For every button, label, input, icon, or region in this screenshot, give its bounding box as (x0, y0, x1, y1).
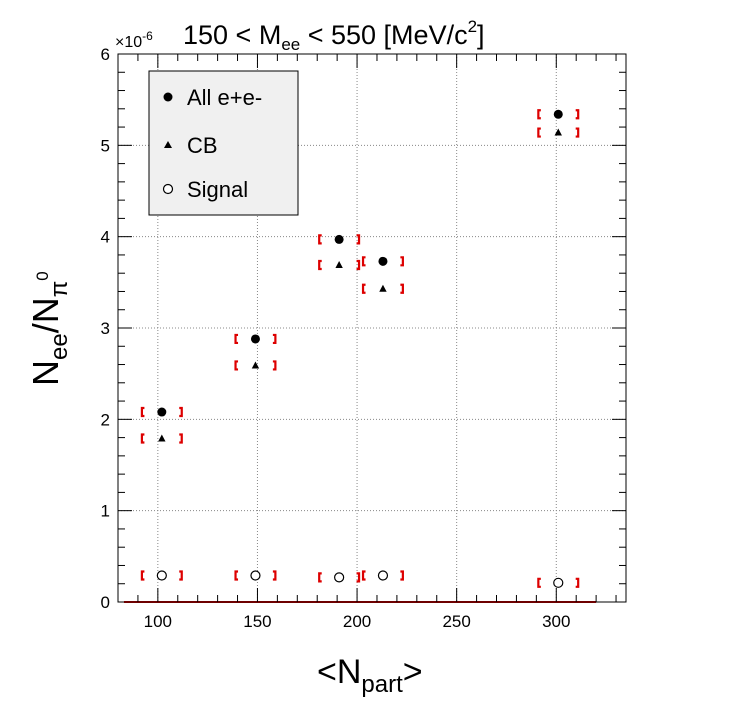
marker-cb (554, 128, 562, 136)
x-tick-label: 250 (442, 612, 470, 631)
sys-bracket-right (272, 570, 277, 581)
marker-signal (156, 570, 167, 581)
x-tick-label: 150 (243, 612, 271, 631)
legend-label-cb: CB (187, 133, 218, 158)
y-axis-title: Nee/Nπ0 (25, 271, 73, 386)
sys-bracket-left (537, 109, 541, 120)
marker-signal (377, 570, 389, 581)
y-tick-label: 4 (101, 228, 110, 247)
chart-title: 150 < Mee < 550 [MeV/c2] (183, 17, 485, 54)
sys-bracket-left (318, 572, 322, 583)
marker-cb (335, 260, 343, 268)
sys-bracket-right (179, 406, 183, 418)
sys-bracket-right (356, 259, 361, 271)
marker-signal (334, 572, 345, 583)
legend-marker-signal (162, 183, 174, 195)
legend-label-signal: Signal (187, 177, 248, 202)
sys-bracket-right (400, 570, 404, 581)
y-tick-label: 5 (101, 136, 110, 155)
marker-cb (251, 361, 260, 369)
sys-bracket-left (234, 570, 239, 581)
systematic-brackets (140, 109, 580, 588)
sys-bracket-left (140, 406, 145, 418)
sys-bracket-right (400, 256, 404, 267)
y-tick-label: 6 (101, 45, 110, 64)
legend-box (148, 70, 299, 216)
y-tick-label: 1 (101, 502, 110, 521)
legend-marker-cb (164, 141, 172, 148)
y-tick-label: 2 (101, 410, 110, 429)
axis-ticks: 100 150 200 250 300 0 1 2 3 4 5 6 (101, 45, 626, 631)
sys-bracket-left (361, 283, 366, 294)
marker-all-ee (334, 234, 344, 244)
marker-all-ee (553, 109, 563, 119)
sys-bracket-left (140, 570, 145, 581)
sys-bracket-left (234, 360, 239, 371)
x-tick-label: 200 (343, 612, 371, 631)
marker-cb (158, 434, 166, 442)
sys-bracket-right (356, 234, 361, 245)
marker-signal (553, 577, 564, 588)
sys-bracket-right (356, 572, 361, 583)
x-tick-label: 300 (542, 612, 570, 631)
sys-bracket-right (575, 109, 580, 120)
legend: All e+e- CB Signal (148, 70, 299, 216)
sys-bracket-right (575, 127, 580, 138)
sys-bracket-right (400, 283, 404, 294)
x-tick-label: 100 (144, 612, 172, 631)
sys-bracket-right (575, 577, 580, 588)
y-tick-label: 0 (101, 593, 110, 612)
sys-bracket-right (179, 570, 183, 581)
data-markers (156, 109, 564, 588)
sys-bracket-right (179, 433, 183, 444)
sys-bracket-left (318, 234, 322, 245)
sys-bracket-left (234, 333, 239, 345)
x-axis-title: <Npart> (317, 653, 423, 698)
sys-bracket-left (361, 570, 366, 581)
sys-bracket-right (272, 360, 277, 371)
legend-marker-all (163, 92, 173, 102)
sys-bracket-right (272, 333, 277, 345)
sys-bracket-left (140, 433, 145, 444)
marker-all-ee (378, 256, 388, 266)
y-tick-label: 3 (101, 319, 110, 338)
marker-signal (250, 570, 261, 581)
marker-all-ee (157, 407, 167, 417)
sys-bracket-left (318, 259, 322, 271)
sys-bracket-left (361, 256, 366, 267)
y-axis-multiplier: ×10-6 (115, 29, 153, 51)
sys-bracket-left (537, 127, 541, 138)
marker-all-ee (250, 334, 260, 344)
legend-label-all: All e+e- (187, 85, 262, 110)
sys-bracket-left (537, 577, 541, 588)
marker-cb (379, 284, 387, 292)
